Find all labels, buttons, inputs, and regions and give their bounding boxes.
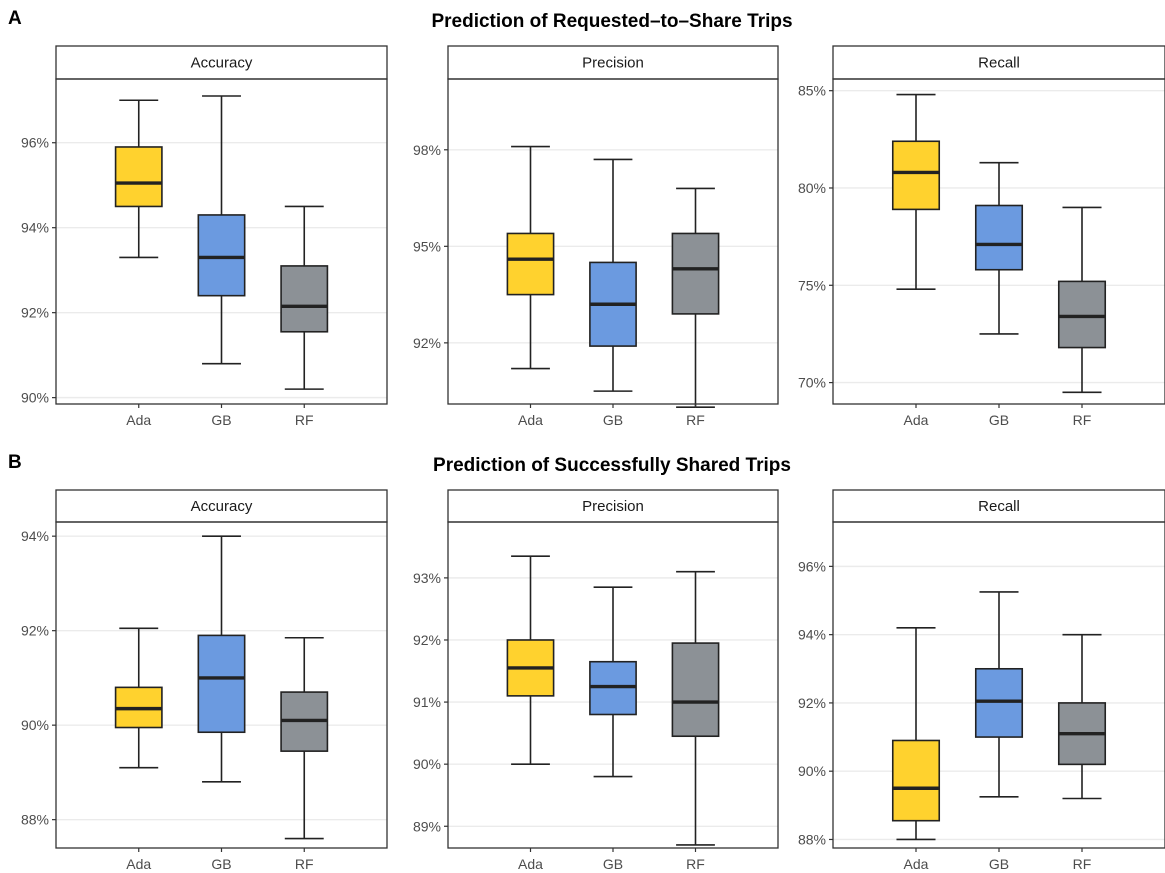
x-tick-label: Ada <box>126 412 151 428</box>
box-iqr <box>891 739 941 822</box>
box-ada <box>891 93 941 290</box>
box-iqr <box>506 232 555 296</box>
x-tick-label: RF <box>686 856 705 872</box>
box-ada <box>114 627 163 769</box>
box-ada <box>891 627 941 841</box>
y-tick-label: 95% <box>413 238 441 254</box>
y-tick-label: 92% <box>413 335 441 351</box>
box-iqr <box>671 232 720 315</box>
x-tick-label: GB <box>603 856 623 872</box>
y-tick-label: 94% <box>21 528 49 544</box>
box-ada <box>506 555 555 765</box>
panel-title-a: Prediction of Requested–to–Share Trips <box>431 11 792 32</box>
y-tick-label: 94% <box>798 627 826 643</box>
facet-a-recall: Recall 70% 75% 80% 85% Ada GB RF <box>798 45 1165 428</box>
facet-strip-label: Precision <box>582 55 644 72</box>
facet-b-precision: Precision 89% 90% 91% 92% 93% Ada GB RF <box>413 489 779 872</box>
y-tick-label: 88% <box>21 812 49 828</box>
y-tick-label: 89% <box>413 818 441 834</box>
y-tick-label: 92% <box>798 695 826 711</box>
facet-a-precision: Precision 92% 95% 98% Ada GB RF <box>413 45 779 428</box>
facet-grid: Accuracy 90% 92% 94% 96% Ada GB RF Precision 92% 9… <box>21 45 1165 872</box>
y-tick-label: 92% <box>21 305 49 321</box>
x-tick-label: Ada <box>518 412 543 428</box>
box-gb <box>589 158 637 392</box>
box-iqr <box>974 667 1024 738</box>
x-tick-label: GB <box>211 412 231 428</box>
box-iqr <box>197 634 246 734</box>
x-tick-label: GB <box>989 856 1009 872</box>
facet-strip-label: Accuracy <box>191 55 253 72</box>
x-tick-label: RF <box>686 412 705 428</box>
y-tick-label: 85% <box>798 83 826 99</box>
box-gb <box>589 586 637 778</box>
y-tick-label: 91% <box>413 694 441 710</box>
box-iqr <box>671 642 720 738</box>
facet-strip <box>55 45 388 80</box>
y-tick-label: 80% <box>798 180 826 196</box>
box-gb <box>974 161 1024 335</box>
box-gb <box>197 535 246 783</box>
box-iqr <box>197 214 246 297</box>
facet-a-accuracy: Accuracy 90% 92% 94% 96% Ada GB RF <box>21 45 388 428</box>
x-tick-label: RF <box>295 412 314 428</box>
box-rf <box>280 205 329 390</box>
y-tick-label: 90% <box>21 390 49 406</box>
y-tick-label: 90% <box>798 763 826 779</box>
box-iqr <box>1057 280 1107 349</box>
box-iqr <box>114 146 163 208</box>
box-rf <box>280 636 329 840</box>
facet-strip-label: Precision <box>582 498 644 515</box>
box-gb <box>197 95 246 365</box>
facet-strip-label: Recall <box>978 55 1020 72</box>
y-tick-label: 75% <box>798 277 826 293</box>
y-tick-label: 93% <box>413 570 441 586</box>
box-rf <box>671 570 720 846</box>
box-iqr <box>974 204 1024 271</box>
x-tick-label: RF <box>295 856 314 872</box>
box-ada <box>506 145 555 370</box>
x-tick-label: Ada <box>518 856 543 872</box>
y-tick-label: 98% <box>413 142 441 158</box>
box-ada <box>114 99 163 259</box>
x-tick-label: Ada <box>904 856 929 872</box>
x-tick-label: Ada <box>904 412 929 428</box>
box-rf <box>671 187 720 409</box>
facet-strip <box>832 45 1165 80</box>
y-tick-label: 90% <box>413 756 441 772</box>
x-tick-label: GB <box>603 412 623 428</box>
y-tick-label: 92% <box>413 632 441 648</box>
panel-letter-b: B <box>8 452 22 473</box>
panel-title-b: Prediction of Successfully Shared Trips <box>433 455 791 476</box>
y-tick-label: 96% <box>798 558 826 574</box>
facet-b-accuracy: Accuracy 88% 90% 92% 94% Ada GB RF <box>21 489 388 872</box>
y-tick-label: 90% <box>21 717 49 733</box>
box-rf <box>1057 633 1107 800</box>
facet-strip <box>447 489 779 523</box>
x-tick-label: GB <box>989 412 1009 428</box>
x-tick-label: GB <box>211 856 231 872</box>
x-tick-label: Ada <box>126 856 151 872</box>
facet-strip-label: Accuracy <box>191 498 253 515</box>
y-tick-label: 92% <box>21 623 49 639</box>
panel-letter-a: A <box>8 8 22 29</box>
facet-b-recall: Recall 88% 90% 92% 94% 96% Ada GB RF <box>798 489 1165 872</box>
y-tick-label: 96% <box>21 135 49 151</box>
box-iqr <box>891 140 941 211</box>
box-gb <box>974 591 1024 798</box>
facet-strip <box>447 45 779 80</box>
facet-strip <box>55 489 388 523</box>
x-tick-label: RF <box>1073 412 1092 428</box>
y-tick-label: 94% <box>21 220 49 236</box>
y-tick-label: 70% <box>798 375 826 391</box>
y-tick-label: 88% <box>798 831 826 847</box>
box-rf <box>1057 206 1107 394</box>
facet-strip-label: Recall <box>978 498 1020 515</box>
box-iqr <box>280 265 329 333</box>
x-tick-label: RF <box>1073 856 1092 872</box>
